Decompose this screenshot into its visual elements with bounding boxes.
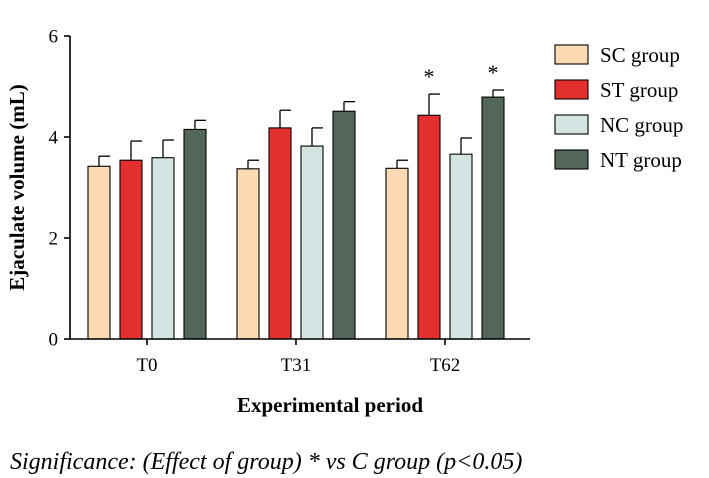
error-bar-st-t0 — [130, 140, 142, 161]
legend-item-sc: SC group — [554, 43, 680, 67]
bar-st-t0 — [119, 159, 143, 340]
error-bar-nt-t31 — [343, 101, 355, 112]
error-bar-nt-t62 — [492, 89, 504, 98]
legend-item-nc: NC group — [554, 113, 683, 137]
bar-nt-t31 — [332, 110, 356, 340]
legend-label-st: ST group — [600, 78, 678, 102]
bars-layer — [87, 96, 505, 340]
bar-nc-t0 — [151, 157, 175, 340]
bar-nt-t0 — [183, 128, 207, 340]
legend-item-st: ST group — [554, 78, 678, 102]
legend-label-nt: NT group — [600, 148, 682, 172]
error-bar-nc-t0 — [162, 139, 174, 158]
y-axis-title: Ejaculate volume (mL) — [5, 84, 29, 290]
bar-sc-t31 — [236, 168, 260, 340]
x-tick-label-t0: T0 — [136, 355, 157, 376]
y-tick-label: 0 — [49, 330, 59, 351]
error-bar-sc-t31 — [247, 159, 259, 169]
error-bar-st-t31 — [279, 109, 291, 128]
legend-label-nc: NC group — [600, 113, 683, 137]
legend-item-nt: NT group — [554, 148, 682, 172]
y-tick-label: 4 — [49, 128, 59, 149]
error-bar-sc-t62 — [396, 159, 408, 169]
legend-label-sc: SC group — [600, 43, 680, 67]
x-tick-label-t31: T31 — [281, 355, 312, 376]
y-tick-label: 2 — [49, 229, 59, 250]
legend-swatch-nc — [554, 114, 589, 135]
bar-st-t62 — [417, 114, 441, 340]
bar-sc-t0 — [87, 165, 111, 340]
x-axis-title: Experimental period — [237, 393, 423, 417]
bar-nt-t62 — [481, 96, 505, 340]
bar-sc-t62 — [385, 167, 409, 340]
bar-nc-t62 — [449, 153, 473, 340]
legend-swatch-sc — [554, 44, 589, 65]
legend: SC group ST group NC group NT group — [554, 43, 683, 172]
error-bars-layer — [98, 89, 504, 169]
error-bar-sc-t0 — [98, 155, 110, 167]
significance-layer: * * — [424, 60, 499, 89]
y-tick-label: 6 — [49, 27, 59, 48]
x-axis-ticks: T0 T31 T62 — [136, 339, 460, 376]
legend-swatch-nt — [554, 149, 589, 170]
legend-swatch-st — [554, 79, 589, 100]
bar-nc-t31 — [300, 145, 324, 340]
significance-marker: * — [488, 60, 499, 85]
y-axis-ticks: 0 2 4 6 — [49, 27, 70, 351]
significance-footnote: Significance: (Effect of group) * vs C g… — [10, 449, 522, 475]
error-bar-st-t62 — [428, 93, 440, 116]
x-tick-label-t62: T62 — [430, 355, 461, 376]
significance-marker: * — [424, 64, 435, 89]
bar-st-t31 — [268, 127, 292, 340]
error-bar-nt-t0 — [194, 119, 206, 130]
error-bar-nc-t62 — [460, 137, 472, 155]
error-bar-nc-t31 — [311, 127, 323, 147]
